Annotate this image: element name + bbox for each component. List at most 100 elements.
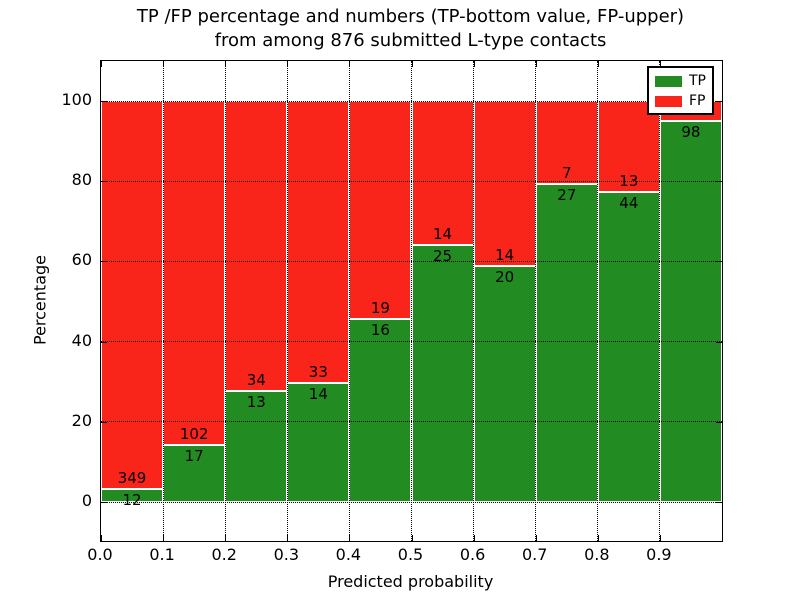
x-tick-label: 0.0	[87, 545, 113, 564]
x-tick-mark	[101, 61, 102, 67]
x-tick-mark	[349, 535, 351, 541]
legend: TP FP	[647, 66, 714, 115]
y-tick-label: 40	[71, 330, 92, 350]
x-tick-mark	[473, 535, 475, 541]
y-tick-mark	[716, 421, 722, 423]
fp-count-label: 19	[370, 298, 390, 317]
x-tick-label: 0.8	[584, 545, 610, 564]
x-tick-mark	[101, 535, 102, 541]
y-tick-mark	[101, 261, 107, 263]
chart-title-line2: from among 876 submitted L-type contacts	[214, 30, 607, 51]
fp-count-label: 13	[619, 172, 639, 191]
y-tick-mark	[716, 502, 722, 503]
v-gridline	[286, 61, 288, 541]
y-tick-mark	[716, 101, 722, 102]
x-tick-label: 0.2	[211, 545, 237, 564]
v-gridline	[411, 61, 412, 541]
tp-count-label: 20	[495, 268, 515, 287]
tp-bar-segment	[101, 488, 164, 502]
x-tick-mark	[349, 61, 351, 67]
legend-swatch-fp	[655, 95, 682, 107]
x-axis-label: Predicted probability	[327, 572, 494, 591]
x-tick-label: 0.9	[646, 545, 672, 564]
fp-count-label: 14	[495, 246, 515, 265]
x-tick-label: 0.4	[335, 545, 362, 564]
fp-bar-segment	[163, 101, 226, 445]
chart-title: TP /FP percentage and numbers (TP-bottom…	[100, 5, 721, 53]
tp-bar-segment	[659, 120, 722, 502]
x-tick-mark	[473, 61, 475, 67]
x-tick-mark	[535, 61, 537, 67]
y-tick-mark	[716, 341, 722, 343]
y-tick-label: 100	[61, 90, 92, 109]
tp-count-label: 98	[681, 122, 701, 141]
x-tick-mark	[163, 535, 165, 541]
tp-count-label: 16	[370, 320, 390, 339]
x-tick-mark	[225, 61, 227, 67]
x-tick-mark	[411, 535, 413, 541]
tp-count-label: 13	[246, 392, 266, 411]
fp-bar-segment	[225, 101, 288, 391]
x-tick-label: 0.5	[397, 545, 424, 564]
tp-count-label: 44	[619, 194, 639, 213]
y-tick-mark	[101, 502, 107, 503]
chart-title-line1: TP /FP percentage and numbers (TP-bottom…	[136, 6, 685, 27]
tp-bar-segment	[411, 244, 474, 502]
x-tick-mark	[659, 535, 661, 541]
tp-count-label: 14	[308, 384, 328, 403]
fp-count-label: 14	[433, 224, 453, 243]
y-tick-label: 20	[71, 410, 92, 430]
x-tick-mark	[597, 61, 599, 67]
tp-count-label: 27	[557, 185, 577, 204]
tp-bar-segment	[287, 382, 350, 502]
x-tick-mark	[411, 61, 413, 67]
x-tick-label: 0.7	[521, 545, 548, 564]
fp-bar-segment	[597, 101, 660, 193]
legend-row: TP	[649, 71, 712, 91]
fp-count-label: 34	[246, 370, 266, 389]
v-gridline	[535, 61, 537, 541]
fp-count-label: 7	[561, 163, 572, 182]
fp-bar-segment	[473, 101, 536, 267]
x-tick-mark	[535, 535, 537, 541]
v-gridline	[473, 61, 475, 541]
x-tick-mark	[287, 61, 289, 67]
legend-swatch-tp	[655, 75, 682, 87]
y-tick-label: 80	[71, 170, 92, 190]
y-tick-mark	[101, 181, 107, 183]
y-tick-mark	[101, 341, 107, 343]
x-tick-mark	[163, 61, 165, 67]
y-tick-mark	[716, 181, 722, 183]
v-gridline	[224, 61, 226, 541]
y-tick-mark	[101, 421, 107, 423]
tp-bar-segment	[225, 390, 288, 502]
tp-bar-segment	[535, 183, 598, 502]
x-tick-mark	[659, 61, 661, 67]
fp-count-label: 33	[308, 362, 328, 381]
v-gridline	[348, 61, 350, 541]
x-tick-mark	[225, 535, 227, 541]
tp-bar-segment	[597, 192, 660, 502]
fp-bar-segment	[535, 101, 598, 184]
y-tick-mark	[716, 261, 722, 263]
plot-area: 349 12 102 17 34 13 33 14 19 16 14 25 14 20 7 27 13 44 98	[100, 60, 723, 542]
y-tick-label: 60	[71, 250, 92, 270]
fp-bar-segment	[101, 101, 164, 489]
fp-bar-segment	[349, 101, 412, 319]
x-tick-label: 0.6	[459, 545, 486, 564]
x-tick-label: 0.1	[149, 545, 175, 564]
v-gridline	[659, 61, 661, 541]
v-gridline	[162, 61, 164, 541]
tp-count-label: 12	[122, 490, 142, 509]
legend-label-tp: TP	[689, 73, 706, 89]
legend-label-fp: FP	[689, 93, 706, 109]
fp-count-label: 349	[117, 468, 147, 487]
fp-bar-segment	[287, 101, 350, 383]
fp-bar-segment	[411, 101, 474, 245]
tp-bar-segment	[473, 266, 536, 502]
tp-count-label: 25	[433, 246, 453, 265]
x-tick-mark	[287, 535, 289, 541]
v-gridline	[597, 61, 599, 541]
x-tick-mark	[597, 535, 599, 541]
